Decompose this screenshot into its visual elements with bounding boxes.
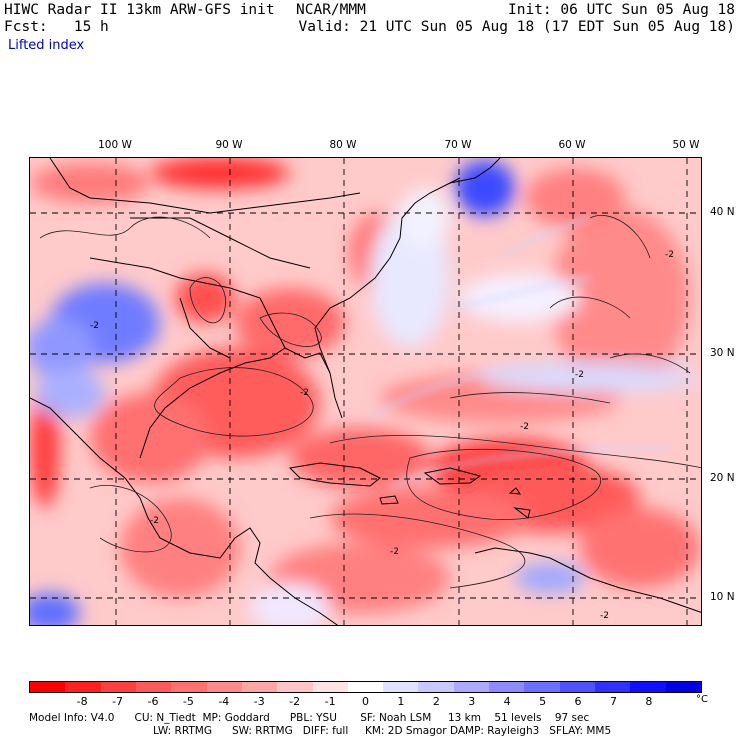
colorbar-cell bbox=[312, 682, 348, 692]
colorbar-tick-label: -3 bbox=[253, 695, 265, 708]
colorbar-cell bbox=[241, 682, 278, 692]
lifted-index-map: -2 -2 -2 -2 -2 -2 -2 -2 bbox=[29, 157, 702, 626]
lat-label: 10 N bbox=[710, 591, 735, 603]
colorbar-cell bbox=[135, 682, 172, 692]
colorbar-cell bbox=[100, 682, 136, 692]
colorbar-tick-label: -8 bbox=[76, 695, 88, 708]
valid-time: Valid: 21 UTC Sun 05 Aug 18 (17 EDT Sun … bbox=[298, 19, 736, 35]
field-name: Lifted index bbox=[8, 38, 85, 53]
colorbar-cell bbox=[418, 682, 454, 692]
contour-label: -2 bbox=[575, 370, 584, 380]
lon-label: 50 W bbox=[672, 139, 700, 151]
colorbar bbox=[29, 681, 702, 693]
colorbar-tick-label: 6 bbox=[574, 695, 582, 708]
colorbar-cell bbox=[524, 682, 560, 692]
colorbar-tick-label: -7 bbox=[112, 695, 124, 708]
colorbar-tick-label: 1 bbox=[397, 695, 405, 708]
contour-label: -2 bbox=[150, 516, 159, 526]
source-label: NCAR/MMM bbox=[296, 2, 366, 18]
colorbar-cell bbox=[30, 682, 66, 692]
colorbar-cell bbox=[559, 682, 595, 692]
colorbar-cell bbox=[489, 682, 525, 692]
colorbar-tick-label: -2 bbox=[289, 695, 301, 708]
colorbar-tick-label: 2 bbox=[432, 695, 440, 708]
colorbar-cell bbox=[630, 682, 666, 692]
contour-label: -2 bbox=[665, 250, 674, 260]
model-title: HIWC Radar II 13km ARW-GFS init bbox=[4, 2, 275, 18]
lon-label: 90 W bbox=[215, 139, 243, 151]
colorbar-cell bbox=[665, 682, 701, 692]
model-info-line2: LW: RRTMG SW: RRTMG DIFF: full KM: 2D Sm… bbox=[153, 725, 612, 737]
lat-label: 30 N bbox=[710, 347, 735, 359]
lon-label: 80 W bbox=[329, 139, 357, 151]
contour-label: -2 bbox=[300, 388, 309, 398]
colorbar-tick-label: -6 bbox=[147, 695, 159, 708]
lon-label: 70 W bbox=[444, 139, 472, 151]
lat-label: 20 N bbox=[710, 472, 735, 484]
colorbar-tick-label: -1 bbox=[324, 695, 336, 708]
latlon-grid bbox=[30, 158, 701, 625]
contours bbox=[39, 215, 701, 589]
colorbar-cell bbox=[595, 682, 631, 692]
contour-label: -2 bbox=[390, 547, 399, 557]
colorbar-tick-label: -5 bbox=[182, 695, 194, 708]
lon-label: 60 W bbox=[558, 139, 586, 151]
colorbar-cell bbox=[206, 682, 242, 692]
colorbar-cell bbox=[383, 682, 419, 692]
init-time: Init: 06 UTC Sun 05 Aug 18 bbox=[508, 2, 735, 18]
colorbar-tick-label: 7 bbox=[609, 695, 617, 708]
lon-label: 100 W bbox=[98, 139, 132, 151]
contour-label: -2 bbox=[520, 422, 529, 432]
forecast-hour: Fcst: 15 h bbox=[4, 19, 109, 35]
colorbar-cell bbox=[277, 682, 313, 692]
colorbar-cell bbox=[347, 682, 384, 692]
colorbar-cell bbox=[171, 682, 207, 692]
stable-bands bbox=[369, 216, 691, 490]
colorbar-tick-label: 0 bbox=[362, 695, 369, 708]
colorbar-tick-label: 5 bbox=[539, 695, 547, 708]
colorbar-unit: °C bbox=[696, 694, 708, 705]
contour-label: -2 bbox=[90, 321, 99, 331]
colorbar-tick-label: 3 bbox=[468, 695, 476, 708]
colorbar-tick-label: 4 bbox=[503, 695, 511, 708]
field-shading bbox=[30, 158, 700, 625]
contour-label: -2 bbox=[600, 611, 609, 621]
map-canvas: -2 -2 -2 -2 -2 -2 -2 -2 bbox=[30, 158, 701, 625]
model-info-line1: Model Info: V4.0 CU: N_Tiedt MP: Goddard… bbox=[29, 712, 590, 724]
colorbar-tick-label: -4 bbox=[218, 695, 230, 708]
colorbar-cell bbox=[65, 682, 101, 692]
lat-label: 40 N bbox=[710, 206, 735, 218]
colorbar-tick-label: 8 bbox=[645, 695, 653, 708]
colorbar-cell bbox=[453, 682, 490, 692]
